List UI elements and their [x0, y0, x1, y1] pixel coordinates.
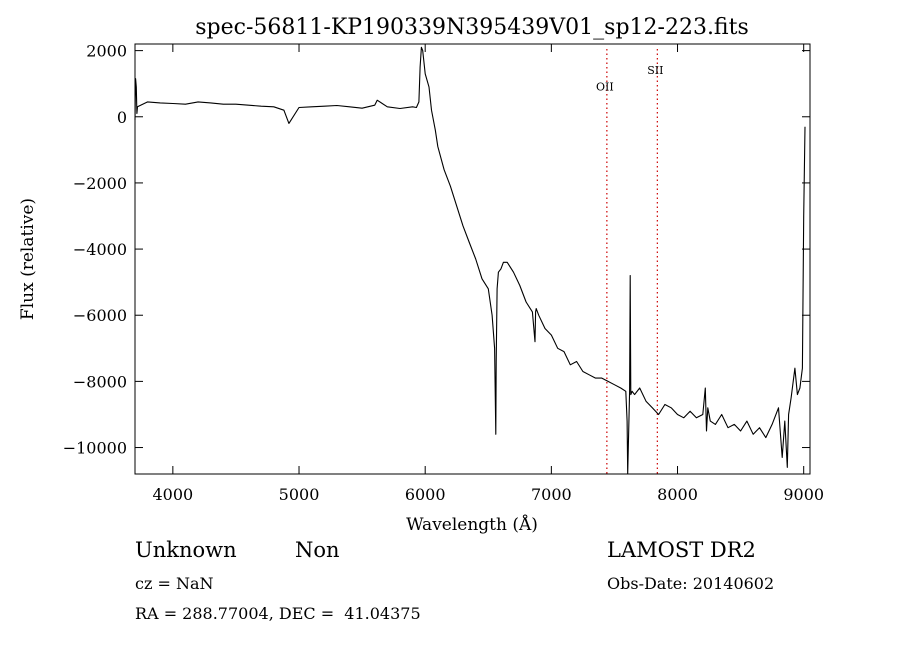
x-tick-label: 5000	[279, 485, 320, 504]
y-tick-label: −6000	[73, 306, 127, 325]
y-tick-label: −10000	[63, 439, 127, 458]
y-tick-label: −2000	[73, 174, 127, 193]
y-tick-label: 0	[117, 108, 127, 127]
survey-name: LAMOST DR2	[607, 538, 756, 562]
x-tick-label: 8000	[657, 485, 698, 504]
plot-frame	[134, 43, 811, 475]
x-tick-label: 9000	[783, 485, 824, 504]
y-tick-label: −4000	[73, 240, 127, 259]
y-axis-label: Flux (relative)	[18, 198, 38, 320]
object-subclass: Non	[295, 538, 340, 562]
x-axis-label: Wavelength (Å)	[406, 514, 538, 535]
y-tick-label: 2000	[86, 42, 127, 61]
chart-title: spec-56811-KP190339N395439V01_sp12-223.f…	[195, 15, 749, 40]
plot-area: 4000 5000 6000 7000 8000 9000 2000 0 −2000 −4000 −…	[63, 42, 824, 504]
x-tick-label: 6000	[405, 485, 446, 504]
y-tick-label: −8000	[73, 372, 127, 391]
emission-line-label: SII	[647, 64, 663, 77]
x-tick-label: 7000	[531, 485, 572, 504]
redshift-cz: cz = NaN	[135, 574, 214, 593]
object-class: Unknown	[135, 538, 237, 562]
emission-line-label: OII	[596, 80, 614, 93]
observation-date: Obs-Date: 20140602	[607, 574, 775, 593]
x-tick-label: 4000	[152, 485, 193, 504]
spectrum-line	[134, 46, 806, 475]
coordinates: RA = 288.77004, DEC = 41.04375	[135, 604, 421, 623]
